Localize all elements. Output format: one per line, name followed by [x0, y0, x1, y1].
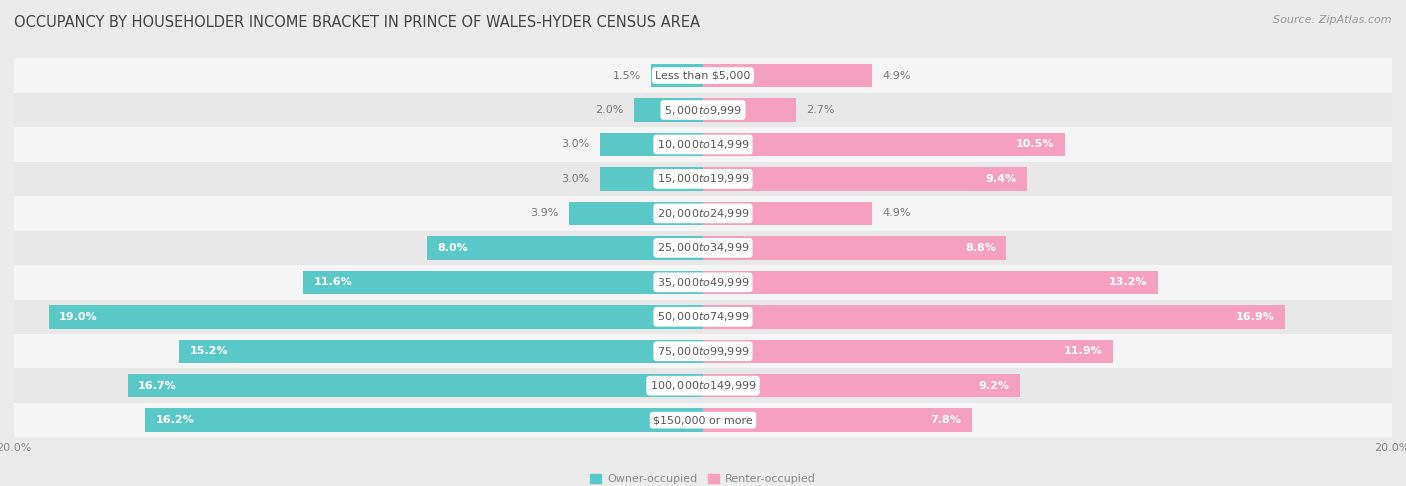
Bar: [14, 265, 1392, 299]
Text: $20,000 to $24,999: $20,000 to $24,999: [657, 207, 749, 220]
Bar: [14, 93, 1392, 127]
Text: $25,000 to $34,999: $25,000 to $34,999: [657, 242, 749, 254]
Text: $35,000 to $49,999: $35,000 to $49,999: [657, 276, 749, 289]
Bar: [14, 162, 1392, 196]
Bar: [703, 374, 1019, 398]
Text: 11.9%: 11.9%: [1064, 346, 1102, 356]
Text: $75,000 to $99,999: $75,000 to $99,999: [657, 345, 749, 358]
Text: 7.8%: 7.8%: [931, 415, 962, 425]
Text: 3.0%: 3.0%: [561, 139, 589, 150]
Bar: [599, 167, 703, 191]
Text: 16.7%: 16.7%: [138, 381, 177, 391]
Bar: [48, 305, 703, 329]
Bar: [703, 408, 972, 432]
Text: 13.2%: 13.2%: [1109, 278, 1147, 287]
Legend: Owner-occupied, Renter-occupied: Owner-occupied, Renter-occupied: [586, 469, 820, 486]
Bar: [145, 408, 703, 432]
Bar: [14, 403, 1392, 437]
Text: $10,000 to $14,999: $10,000 to $14,999: [657, 138, 749, 151]
Text: OCCUPANCY BY HOUSEHOLDER INCOME BRACKET IN PRINCE OF WALES-HYDER CENSUS AREA: OCCUPANCY BY HOUSEHOLDER INCOME BRACKET …: [14, 15, 700, 30]
Bar: [703, 340, 1114, 363]
Text: Less than $5,000: Less than $5,000: [655, 70, 751, 81]
Bar: [599, 133, 703, 156]
Text: 16.9%: 16.9%: [1236, 312, 1275, 322]
Text: $150,000 or more: $150,000 or more: [654, 415, 752, 425]
Text: 9.2%: 9.2%: [979, 381, 1010, 391]
Bar: [427, 236, 703, 260]
Text: 4.9%: 4.9%: [882, 70, 911, 81]
Bar: [304, 271, 703, 294]
Bar: [128, 374, 703, 398]
Bar: [14, 334, 1392, 368]
Bar: [180, 340, 703, 363]
Text: $100,000 to $149,999: $100,000 to $149,999: [650, 379, 756, 392]
Bar: [703, 202, 872, 225]
Text: 19.0%: 19.0%: [59, 312, 97, 322]
Bar: [14, 231, 1392, 265]
Text: $50,000 to $74,999: $50,000 to $74,999: [657, 310, 749, 323]
Bar: [568, 202, 703, 225]
Bar: [703, 271, 1157, 294]
Text: 2.7%: 2.7%: [807, 105, 835, 115]
Bar: [651, 64, 703, 87]
Text: 1.5%: 1.5%: [613, 70, 641, 81]
Text: 8.8%: 8.8%: [965, 243, 995, 253]
Bar: [14, 127, 1392, 162]
Text: 8.0%: 8.0%: [437, 243, 468, 253]
Bar: [14, 368, 1392, 403]
Text: Source: ZipAtlas.com: Source: ZipAtlas.com: [1274, 15, 1392, 25]
Bar: [703, 98, 796, 122]
Text: 16.2%: 16.2%: [155, 415, 194, 425]
Text: 9.4%: 9.4%: [986, 174, 1017, 184]
Bar: [703, 167, 1026, 191]
Text: 3.9%: 3.9%: [530, 208, 558, 218]
Bar: [634, 98, 703, 122]
Bar: [14, 196, 1392, 231]
Bar: [703, 133, 1064, 156]
Text: 15.2%: 15.2%: [190, 346, 228, 356]
Text: $15,000 to $19,999: $15,000 to $19,999: [657, 173, 749, 186]
Bar: [703, 236, 1007, 260]
Bar: [703, 64, 872, 87]
Text: 11.6%: 11.6%: [314, 278, 353, 287]
Text: 4.9%: 4.9%: [882, 208, 911, 218]
Bar: [14, 58, 1392, 93]
Text: 3.0%: 3.0%: [561, 174, 589, 184]
Text: 10.5%: 10.5%: [1017, 139, 1054, 150]
Text: 2.0%: 2.0%: [595, 105, 624, 115]
Text: $5,000 to $9,999: $5,000 to $9,999: [664, 104, 742, 117]
Bar: [14, 299, 1392, 334]
Bar: [703, 305, 1285, 329]
